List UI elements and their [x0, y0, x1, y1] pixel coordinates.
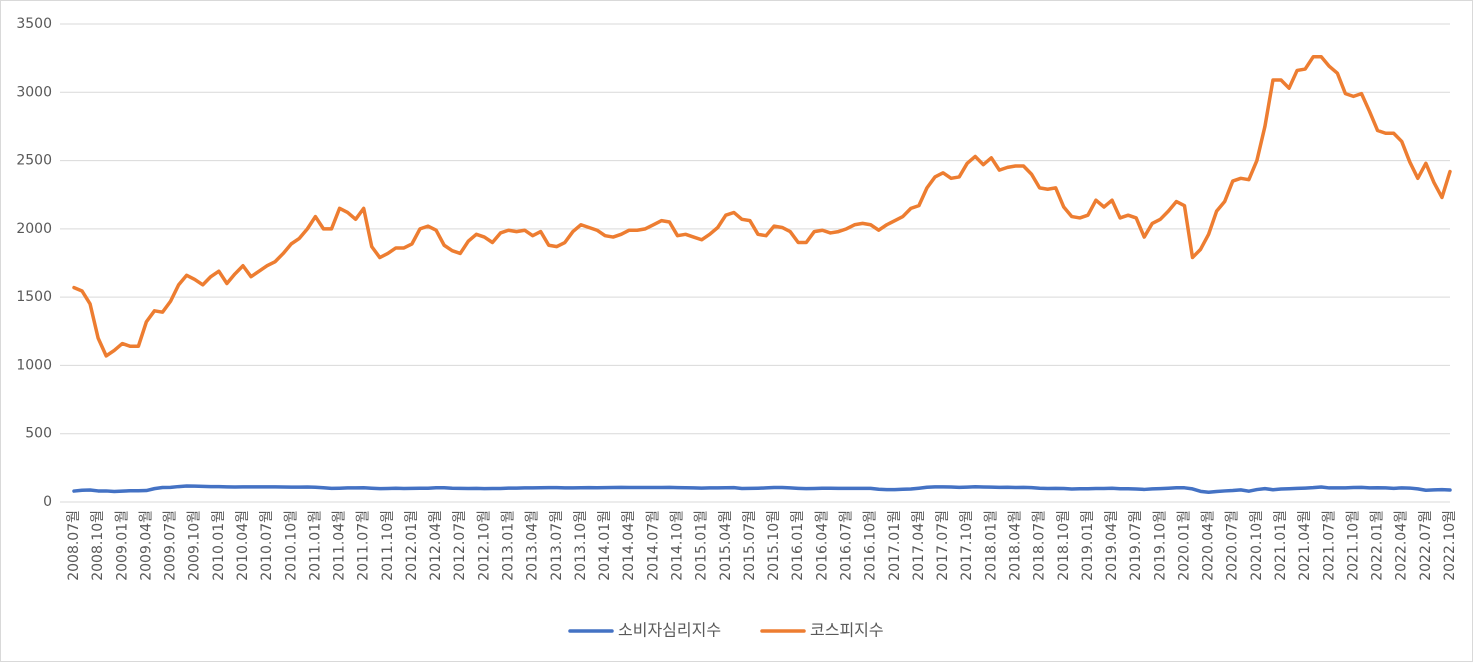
- legend-label: 소비자심리지수: [618, 621, 721, 640]
- x-tick-label: 2008.10월: [90, 510, 106, 581]
- x-tick-label: 2017.10월: [959, 510, 975, 581]
- x-tick-label: 2011.10월: [380, 510, 396, 581]
- x-tick-label: 2017.04월: [911, 510, 927, 581]
- x-tick-label: 2012.04월: [428, 510, 444, 581]
- x-tick-label: 2013.07월: [549, 510, 565, 581]
- x-tick-label: 2022.04월: [1394, 510, 1410, 581]
- x-tick-label: 2022.10월: [1442, 510, 1458, 581]
- y-tick-label: 3000: [16, 84, 52, 100]
- x-tick-label: 2020.01월: [1176, 510, 1192, 581]
- x-tick-label: 2021.07월: [1321, 510, 1337, 581]
- x-tick-label: 2019.04월: [1104, 510, 1120, 581]
- y-tick-label: 0: [43, 494, 52, 510]
- x-tick-label: 2022.07월: [1418, 510, 1434, 581]
- x-tick-label: 2013.01월: [501, 510, 517, 581]
- x-tick-label: 2018.04월: [1007, 510, 1023, 581]
- x-tick-label: 2015.10월: [766, 510, 782, 581]
- x-tick-label: 2011.07월: [356, 510, 372, 581]
- x-tick-label: 2010.01월: [211, 510, 227, 581]
- x-tick-label: 2016.10월: [863, 510, 879, 581]
- x-tick-label: 2014.04월: [621, 510, 637, 581]
- x-tick-label: 2010.07월: [259, 510, 275, 581]
- y-tick-label: 2000: [16, 221, 52, 237]
- x-tick-label: 2021.01월: [1273, 510, 1289, 581]
- x-tick-label: 2010.10월: [283, 510, 299, 581]
- x-tick-label: 2009.01월: [114, 510, 130, 581]
- x-tick-label: 2014.07월: [645, 510, 661, 581]
- x-tick-label: 2009.04월: [138, 510, 154, 581]
- x-tick-label: 2016.04월: [814, 510, 830, 581]
- x-tick-label: 2019.10월: [1152, 510, 1168, 581]
- line-series: [72, 55, 1452, 358]
- y-tick-label: 1500: [16, 289, 52, 305]
- line-series: [72, 484, 1452, 495]
- x-tick-label: 2015.07월: [742, 510, 758, 581]
- x-tick-label: 2022.01월: [1370, 510, 1386, 581]
- legend-label: 코스피지수: [810, 621, 884, 640]
- x-tick-label: 2020.04월: [1201, 510, 1217, 581]
- x-tick-label: 2011.01월: [307, 510, 323, 581]
- x-tick-label: 2009.07월: [163, 510, 179, 581]
- x-tick-label: 2009.10월: [187, 510, 203, 581]
- y-tick-label: 500: [25, 426, 52, 442]
- y-tick-label: 2500: [16, 153, 52, 169]
- x-tick-label: 2012.10월: [476, 510, 492, 581]
- y-tick-label: 3500: [16, 16, 52, 32]
- x-tick-label: 2021.10월: [1345, 510, 1361, 581]
- x-tick-label: 2021.04월: [1297, 510, 1313, 581]
- x-tick-label: 2015.01월: [694, 510, 710, 581]
- x-tick-label: 2016.01월: [790, 510, 806, 581]
- x-tick-label: 2012.07월: [452, 510, 468, 581]
- x-tick-label: 2017.01월: [887, 510, 903, 581]
- x-tick-label: 2010.04월: [235, 510, 251, 581]
- x-tick-label: 2017.07월: [935, 510, 951, 581]
- x-tick-label: 2018.01월: [983, 510, 999, 581]
- x-tick-label: 2016.07월: [838, 510, 854, 581]
- x-tick-label: 2011.04월: [332, 510, 348, 581]
- x-tick-label: 2014.10월: [670, 510, 686, 581]
- x-tick-label: 2020.07월: [1225, 510, 1241, 581]
- x-tick-label: 2013.10월: [573, 510, 589, 581]
- x-tick-label: 2020.10월: [1249, 510, 1265, 581]
- y-tick-label: 1000: [16, 357, 52, 373]
- x-tick-label: 2012.01월: [404, 510, 420, 581]
- x-tick-label: 2019.01월: [1080, 510, 1096, 581]
- x-tick-label: 2014.01월: [597, 510, 613, 581]
- x-tick-label: 2018.07월: [1032, 510, 1048, 581]
- x-tick-label: 2015.04월: [718, 510, 734, 581]
- x-tick-label: 2018.10월: [1056, 510, 1072, 581]
- x-tick-label: 2019.07월: [1128, 510, 1144, 581]
- x-tick-label: 2008.07월: [66, 510, 82, 581]
- x-tick-label: 2013.04월: [525, 510, 541, 581]
